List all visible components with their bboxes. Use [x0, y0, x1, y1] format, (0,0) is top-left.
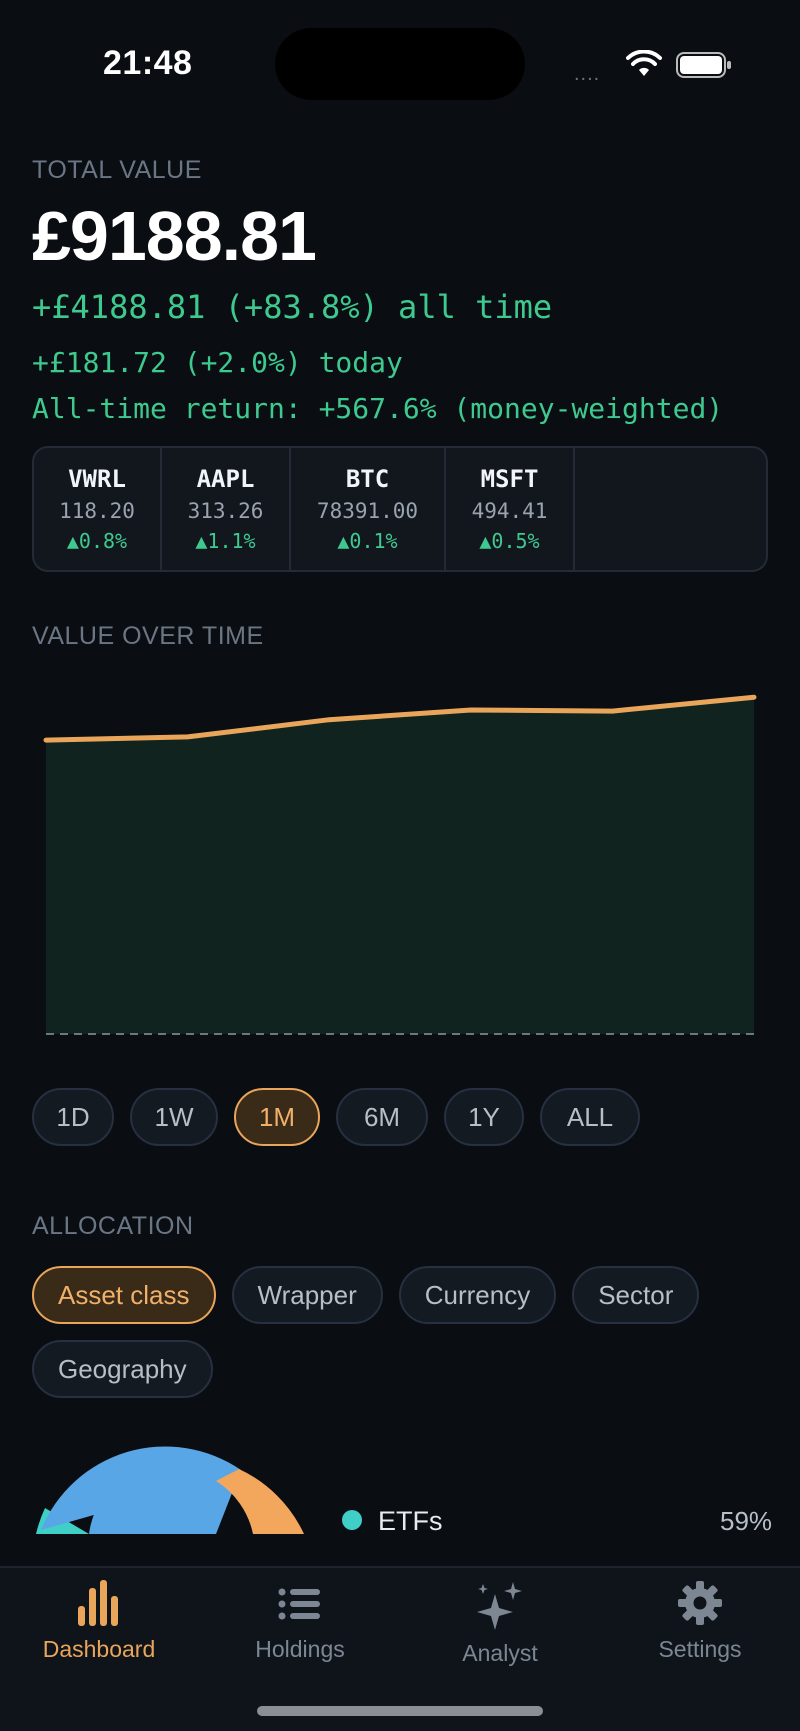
- allocation-label: ALLOCATION: [32, 1212, 194, 1240]
- today-gain: +£181.72 (+2.0%) today: [32, 346, 403, 379]
- ticker-price: 118.20: [59, 499, 135, 523]
- group-sector-button[interactable]: Sector: [572, 1266, 700, 1324]
- tab-analyst[interactable]: Analyst: [410, 1580, 590, 1667]
- ticker-strip[interactable]: VWRL 118.20 ▲0.8% AAPL 313.26 ▲1.1% BTC …: [32, 446, 768, 572]
- home-indicator: [257, 1706, 543, 1716]
- tab-bar: [0, 1566, 800, 1731]
- ticker-symbol: BTC: [345, 465, 390, 493]
- tab-settings[interactable]: Settings: [610, 1580, 790, 1663]
- value-over-time-chart[interactable]: [32, 680, 768, 1040]
- ticker-price: 494.41: [471, 499, 548, 523]
- ticker-item-btc[interactable]: BTC 78391.00 ▲0.1%: [291, 448, 446, 570]
- range-all-button[interactable]: ALL: [540, 1088, 640, 1146]
- group-geography-button[interactable]: Geography: [32, 1340, 213, 1398]
- tab-label: Holdings: [255, 1636, 345, 1662]
- donut-segment-crypto[interactable]: [216, 1469, 304, 1534]
- tab-label: Dashboard: [42, 1636, 156, 1662]
- all-time-gain: +£4188.81 (+83.8%) all time: [32, 288, 553, 326]
- time-range-selector: 1D 1W 1M 6M 1Y ALL: [32, 1088, 640, 1146]
- chart-area-fill: [46, 697, 754, 1034]
- ticker-item-msft[interactable]: MSFT 494.41 ▲0.5%: [446, 448, 575, 570]
- money-weighted-return: All-time return: +567.6% (money-weighted…: [32, 392, 724, 425]
- tab-label: Analyst: [462, 1640, 538, 1666]
- ticker-change: ▲0.5%: [479, 529, 540, 553]
- range-1d-button[interactable]: 1D: [32, 1088, 114, 1146]
- range-1y-button[interactable]: 1Y: [444, 1088, 524, 1146]
- legend-dot-etfs: [342, 1510, 362, 1530]
- ticker-change: ▲0.8%: [66, 529, 128, 553]
- bar-chart-icon: [78, 1580, 118, 1626]
- ticker-symbol: AAPL: [196, 465, 255, 493]
- total-value-label: TOTAL VALUE: [32, 156, 202, 184]
- legend-label-etfs: ETFs: [378, 1506, 443, 1536]
- ticker-item-aapl[interactable]: AAPL 313.26 ▲1.1%: [162, 448, 291, 570]
- cellular-signal-icon: ....: [574, 63, 601, 85]
- allocation-donut-chart[interactable]: [36, 1436, 306, 1536]
- status-time: 21:48: [103, 44, 193, 82]
- tab-label: Settings: [658, 1636, 742, 1662]
- wifi-icon: [626, 50, 662, 76]
- range-1w-button[interactable]: 1W: [130, 1088, 218, 1146]
- ticker-price: 313.26: [187, 499, 264, 523]
- allocation-group-selector: Asset class Wrapper Currency Sector Geog…: [32, 1266, 772, 1398]
- legend-pct-etfs: 59%: [720, 1506, 773, 1536]
- list-icon: [278, 1588, 320, 1620]
- total-value: £9188.81: [32, 197, 317, 275]
- chart-series-line: [43, 694, 757, 743]
- tab-dashboard[interactable]: Dashboard: [9, 1580, 189, 1663]
- chart-section-label: VALUE OVER TIME: [32, 622, 264, 650]
- ticker-change: ▲1.1%: [195, 529, 256, 553]
- ticker-price: 78391.00: [316, 499, 419, 523]
- ticker-item-vwrl[interactable]: VWRL 118.20 ▲0.8%: [34, 448, 162, 570]
- tab-holdings[interactable]: Holdings: [210, 1580, 390, 1663]
- dynamic-island: [275, 28, 525, 100]
- battery-icon: [676, 52, 731, 78]
- ticker-change: ▲0.1%: [337, 529, 398, 553]
- donut-segment-stocks[interactable]: [41, 1446, 241, 1534]
- sparkles-icon: [477, 1582, 522, 1630]
- gear-icon: [678, 1581, 722, 1625]
- group-wrapper-button[interactable]: Wrapper: [231, 1266, 383, 1324]
- group-asset-class-button[interactable]: Asset class: [32, 1266, 216, 1324]
- ticker-symbol: MSFT: [480, 465, 539, 493]
- range-1m-button[interactable]: 1M: [234, 1088, 320, 1146]
- range-6m-button[interactable]: 6M: [336, 1088, 428, 1146]
- group-currency-button[interactable]: Currency: [398, 1266, 557, 1324]
- ticker-symbol: VWRL: [68, 465, 126, 493]
